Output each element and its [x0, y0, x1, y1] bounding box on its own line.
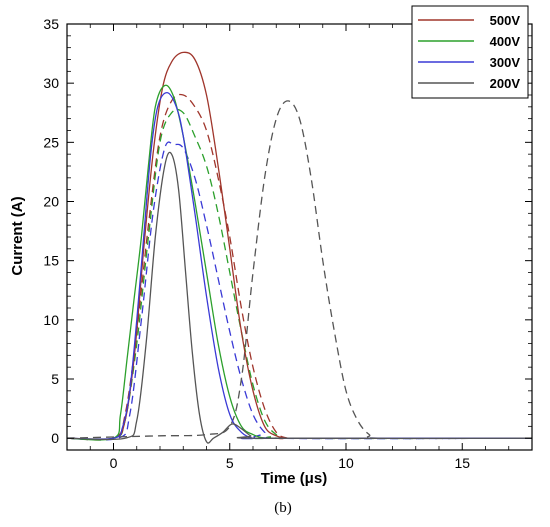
x-axis-label: Time (μs)	[261, 470, 327, 487]
series-400v	[66, 84, 532, 441]
series-500v	[66, 51, 532, 441]
series-dashed-6	[66, 141, 533, 441]
legend-label-400v: 400V	[490, 34, 521, 49]
y-axis-label: Current (A)	[9, 196, 26, 275]
series-layer	[66, 51, 533, 444]
legend-label-500v: 500V	[490, 13, 521, 28]
x-tick-label: 0	[110, 455, 118, 471]
y-tick-label: 10	[43, 312, 59, 328]
series-dashed-4	[66, 93, 532, 441]
ticks-layer: 0 5 10 15 0 5 10 15 20 25 30 35	[43, 16, 533, 471]
y-tick-label: 35	[43, 16, 59, 32]
y-tick-label: 20	[43, 194, 59, 210]
series-300v	[66, 91, 532, 440]
legend-label-200v: 200V	[490, 76, 521, 91]
series-dashed-5	[66, 108, 533, 441]
y-tick-label: 0	[51, 430, 59, 446]
x-tick-label: 5	[226, 455, 234, 471]
x-tick-label: 10	[338, 455, 354, 471]
legend-label-300v: 300V	[490, 55, 521, 70]
y-tick-label: 5	[51, 371, 59, 387]
legend: 500V 400V 300V 200V	[411, 5, 529, 99]
y-tick-label: 25	[43, 134, 59, 150]
series-dashed-7	[66, 100, 533, 440]
y-tick-label: 15	[43, 253, 59, 269]
panel-label: (b)	[274, 500, 292, 516]
x-tick-label: 15	[454, 455, 470, 471]
y-tick-label: 30	[43, 75, 59, 91]
series-200v	[66, 151, 533, 444]
